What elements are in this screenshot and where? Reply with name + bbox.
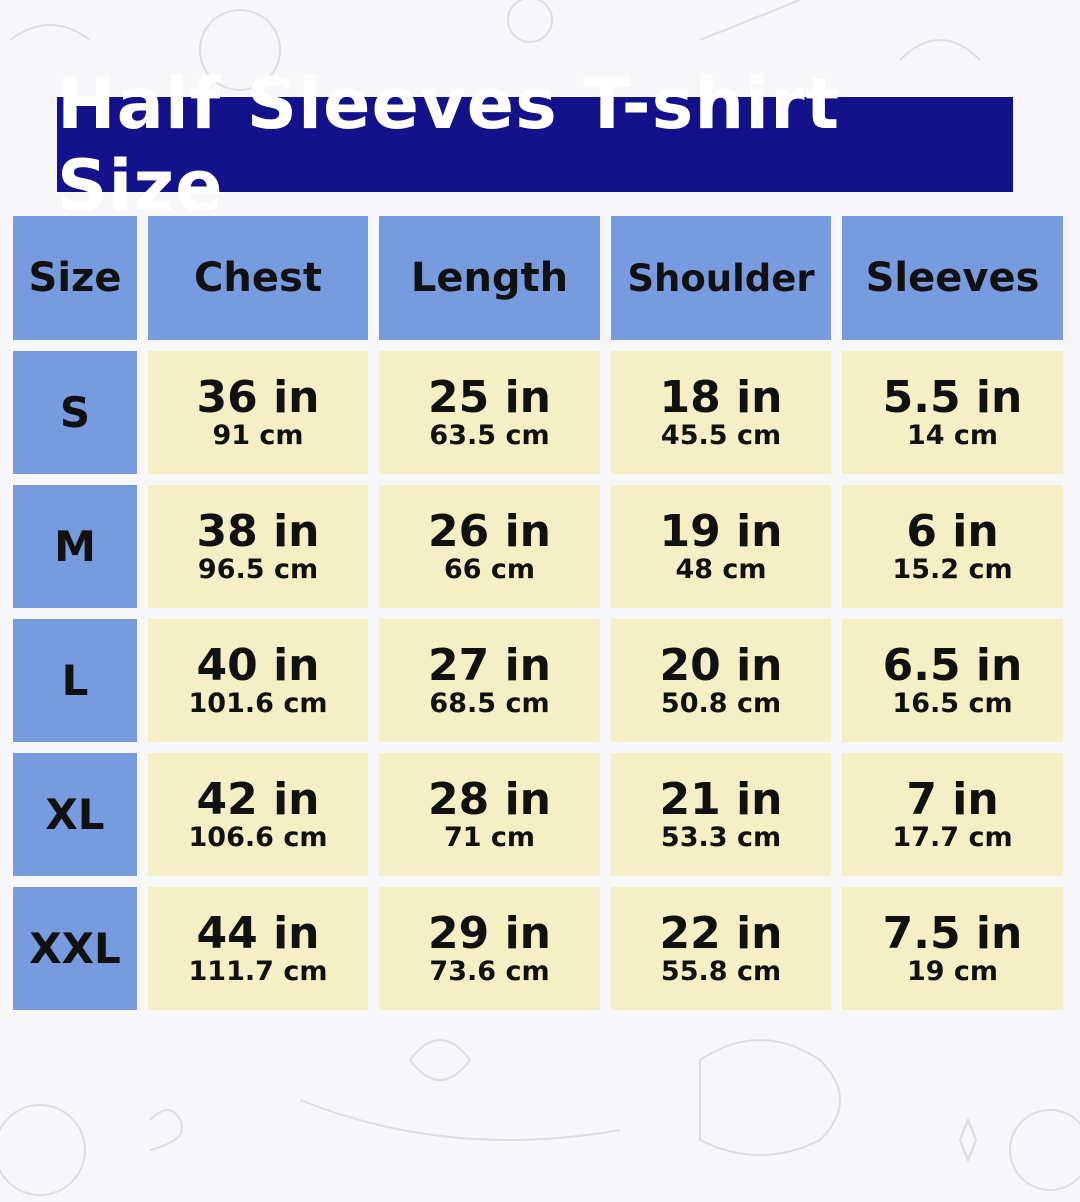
- inches-value: 25 in: [428, 371, 551, 423]
- centimeters-value: 106.6 cm: [188, 821, 328, 853]
- measurement-cell-shoulder: 19 in 48 cm: [611, 485, 831, 608]
- inches-value: 5.5 in: [882, 371, 1023, 423]
- inches-value: 7.5 in: [882, 907, 1023, 959]
- inches-value: 26 in: [428, 505, 551, 557]
- measurement-cell-chest: 44 in 111.7 cm: [148, 887, 368, 1010]
- page-title: Half Sleeves T-shirt Size: [57, 63, 1013, 227]
- size-label: L: [13, 619, 137, 742]
- measurement-cell-chest: 40 in 101.6 cm: [148, 619, 368, 742]
- measurement-cell-sleeves: 5.5 in 14 cm: [842, 351, 1063, 474]
- centimeters-value: 14 cm: [906, 419, 999, 451]
- centimeters-value: 53.3 cm: [660, 821, 782, 853]
- centimeters-value: 55.8 cm: [660, 955, 782, 987]
- centimeters-value: 68.5 cm: [429, 687, 550, 719]
- inches-value: 38 in: [196, 505, 320, 557]
- centimeters-value: 91 cm: [212, 419, 304, 451]
- centimeters-value: 63.5 cm: [429, 419, 550, 451]
- inches-value: 19 in: [659, 505, 783, 557]
- size-label: S: [13, 351, 137, 474]
- centimeters-value: 71 cm: [443, 821, 536, 853]
- column-header-size: Size: [13, 216, 137, 340]
- centimeters-value: 45.5 cm: [660, 419, 782, 451]
- measurement-cell-length: 26 in 66 cm: [379, 485, 600, 608]
- inches-value: 22 in: [659, 907, 783, 959]
- centimeters-value: 73.6 cm: [429, 955, 550, 987]
- size-label: M: [13, 485, 137, 608]
- measurement-cell-chest: 38 in 96.5 cm: [148, 485, 368, 608]
- centimeters-value: 16.5 cm: [892, 687, 1013, 719]
- measurement-cell-length: 25 in 63.5 cm: [379, 351, 600, 474]
- inches-value: 44 in: [196, 907, 320, 959]
- centimeters-value: 50.8 cm: [660, 687, 782, 719]
- inches-value: 6.5 in: [882, 639, 1023, 691]
- centimeters-value: 17.7 cm: [892, 821, 1013, 853]
- measurement-cell-shoulder: 21 in 53.3 cm: [611, 753, 831, 876]
- centimeters-value: 15.2 cm: [892, 553, 1013, 585]
- inches-value: 27 in: [428, 639, 551, 691]
- size-table: Size Chest Length Shoulder Sleeves S 36 in 91 c…: [13, 216, 1063, 1010]
- column-header-length: Length: [379, 216, 600, 340]
- centimeters-value: 101.6 cm: [188, 687, 328, 719]
- inches-value: 40 in: [196, 639, 320, 691]
- inches-value: 21 in: [659, 773, 783, 825]
- inches-value: 7 in: [906, 773, 999, 825]
- measurement-cell-chest: 36 in 91 cm: [148, 351, 368, 474]
- inches-value: 29 in: [428, 907, 551, 959]
- measurement-cell-shoulder: 18 in 45.5 cm: [611, 351, 831, 474]
- measurement-cell-sleeves: 7.5 in 19 cm: [842, 887, 1063, 1010]
- centimeters-value: 111.7 cm: [188, 955, 328, 987]
- inches-value: 42 in: [196, 773, 320, 825]
- inches-value: 36 in: [196, 371, 320, 423]
- centimeters-value: 19 cm: [906, 955, 999, 987]
- centimeters-value: 48 cm: [675, 553, 767, 585]
- measurement-cell-shoulder: 22 in 55.8 cm: [611, 887, 831, 1010]
- inches-value: 6 in: [906, 505, 999, 557]
- centimeters-value: 66 cm: [443, 553, 536, 585]
- measurement-cell-length: 28 in 71 cm: [379, 753, 600, 876]
- measurement-cell-chest: 42 in 106.6 cm: [148, 753, 368, 876]
- measurement-cell-sleeves: 6.5 in 16.5 cm: [842, 619, 1063, 742]
- size-label: XXL: [13, 887, 137, 1010]
- measurement-cell-shoulder: 20 in 50.8 cm: [611, 619, 831, 742]
- measurement-cell-length: 29 in 73.6 cm: [379, 887, 600, 1010]
- inches-value: 18 in: [659, 371, 783, 423]
- inches-value: 20 in: [659, 639, 783, 691]
- column-header-sleeves: Sleeves: [842, 216, 1063, 340]
- column-header-shoulder: Shoulder: [611, 216, 831, 340]
- measurement-cell-sleeves: 6 in 15.2 cm: [842, 485, 1063, 608]
- centimeters-value: 96.5 cm: [197, 553, 319, 585]
- measurement-cell-length: 27 in 68.5 cm: [379, 619, 600, 742]
- size-label: XL: [13, 753, 137, 876]
- column-header-chest: Chest: [148, 216, 368, 340]
- measurement-cell-sleeves: 7 in 17.7 cm: [842, 753, 1063, 876]
- inches-value: 28 in: [428, 773, 551, 825]
